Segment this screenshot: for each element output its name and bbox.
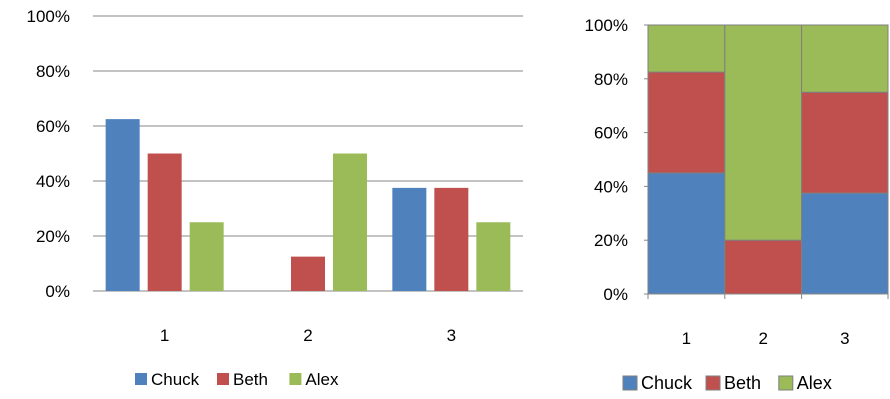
legend-swatch-chuck bbox=[135, 373, 147, 385]
bar-beth bbox=[291, 256, 325, 291]
x-tick-label: 1 bbox=[682, 329, 691, 348]
segment-beth bbox=[724, 239, 803, 295]
legend-swatch-alex bbox=[778, 375, 794, 391]
x-tick-label: 3 bbox=[447, 326, 456, 345]
legend-label: Chuck bbox=[641, 373, 693, 393]
legend-swatch-alex bbox=[289, 373, 302, 385]
segment-beth bbox=[647, 71, 726, 174]
segment-alex bbox=[801, 24, 889, 93]
y-tick-label: 20% bbox=[36, 227, 70, 246]
segment-alex bbox=[724, 24, 803, 241]
y-tick-label: 80% bbox=[36, 62, 70, 81]
legend-label: Alex bbox=[305, 370, 339, 389]
y-tick-label: 80% bbox=[594, 70, 628, 89]
legend-label: Beth bbox=[724, 373, 761, 393]
y-tick-label: 40% bbox=[594, 177, 628, 196]
segment-chuck bbox=[647, 172, 726, 295]
x-tick-label: 2 bbox=[303, 326, 312, 345]
legend-swatch-chuck bbox=[622, 375, 638, 391]
y-tick-label: 100% bbox=[27, 7, 70, 26]
segment-beth bbox=[801, 91, 889, 194]
x-tick-label: 2 bbox=[758, 329, 767, 348]
bar-alex bbox=[476, 222, 511, 291]
y-tick-label: 100% bbox=[585, 16, 628, 35]
clustered-chart bbox=[93, 15, 523, 385]
y-tick-label: 0% bbox=[603, 285, 628, 304]
segment-alex bbox=[647, 24, 726, 73]
x-tick-label: 1 bbox=[160, 326, 169, 345]
legend-label: Alex bbox=[797, 373, 832, 393]
y-tick-label: 20% bbox=[594, 231, 628, 250]
bar-alex bbox=[189, 222, 224, 291]
y-tick-label: 60% bbox=[594, 124, 628, 143]
bar-chuck bbox=[105, 119, 140, 291]
x-tick-label: 3 bbox=[840, 329, 849, 348]
legend-swatch-beth bbox=[217, 373, 229, 385]
legend-swatch-beth bbox=[705, 375, 721, 391]
y-tick-label: 0% bbox=[45, 282, 70, 301]
legend-label: Beth bbox=[233, 370, 268, 389]
segment-chuck bbox=[801, 192, 889, 295]
bar-beth bbox=[434, 187, 469, 291]
bar-chuck bbox=[392, 187, 427, 291]
bar-beth bbox=[147, 153, 182, 291]
legend-label: Chuck bbox=[151, 370, 200, 389]
y-tick-label: 60% bbox=[36, 117, 70, 136]
bar-alex bbox=[333, 153, 367, 291]
stacked-chart bbox=[622, 24, 889, 391]
y-tick-label: 40% bbox=[36, 172, 70, 191]
